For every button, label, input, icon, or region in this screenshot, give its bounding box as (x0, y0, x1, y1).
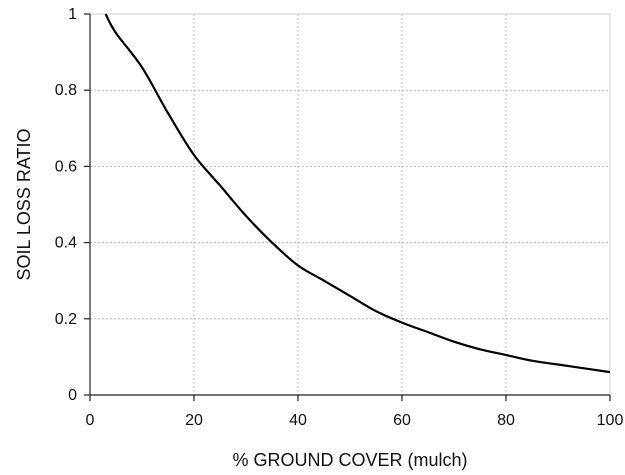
x-axis-title: % GROUND COVER (mulch) (232, 450, 467, 470)
axis-layer (84, 13, 611, 401)
soil-loss-curve (104, 13, 611, 374)
grid-layer (90, 13, 611, 395)
y-axis-title: SOIL LOSS RATIO (14, 128, 34, 280)
y-tick-label: 0.6 (55, 158, 77, 175)
x-tick-label: 0 (86, 412, 95, 429)
y-tick-label: 0 (68, 387, 77, 404)
y-tick-label: 1 (68, 6, 77, 23)
x-tick-label: 40 (289, 412, 307, 429)
y-tick-label: 0.8 (55, 82, 77, 99)
plot-area-frame (89, 13, 611, 396)
x-tick-label: 60 (393, 412, 411, 429)
x-tick-label: 100 (597, 412, 624, 429)
x-tick-label: 80 (497, 412, 515, 429)
tick-label-layer: 0 0.2 0.4 0.6 0.8 1 0 20 40 60 80 100 (55, 6, 624, 429)
series-layer (104, 13, 611, 374)
x-tick-label: 20 (185, 412, 203, 429)
y-tick-label: 0.2 (55, 311, 77, 328)
y-tick-label: 0.4 (55, 235, 77, 252)
